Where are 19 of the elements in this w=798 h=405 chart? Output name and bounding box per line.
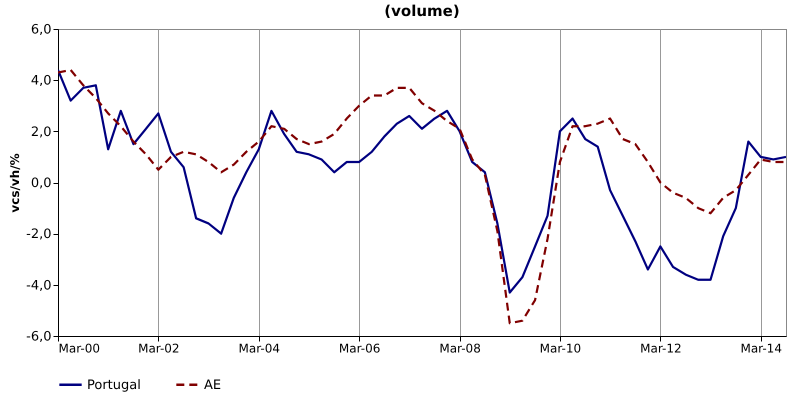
y-tick-label: -2,0: [26, 227, 52, 242]
y-tick-label: -4,0: [26, 278, 52, 294]
chart-title: (volume): [384, 2, 460, 20]
x-tick-label: Mar-04: [238, 342, 280, 356]
legend-label: AE: [204, 378, 222, 393]
y-axis-title: vcs/vh/%: [8, 153, 22, 213]
x-tick-label: Mar-14: [740, 342, 782, 356]
x-tick-label: Mar-00: [58, 342, 100, 356]
x-tick-label: Mar-10: [540, 342, 582, 356]
y-tick-label: 6,0: [30, 22, 52, 38]
x-tick-label: Mar-08: [439, 342, 481, 356]
legend-label: Portugal: [87, 378, 141, 393]
y-tick-label: 2,0: [30, 124, 52, 140]
x-tick-label: Mar-02: [138, 342, 180, 356]
y-tick-label: 0,0: [30, 176, 52, 191]
y-tick-label: -6,0: [26, 330, 52, 344]
x-tick-label: Mar-12: [640, 342, 682, 356]
y-tick-label: 4,0: [30, 74, 52, 89]
x-tick-label: Mar-06: [338, 342, 380, 356]
